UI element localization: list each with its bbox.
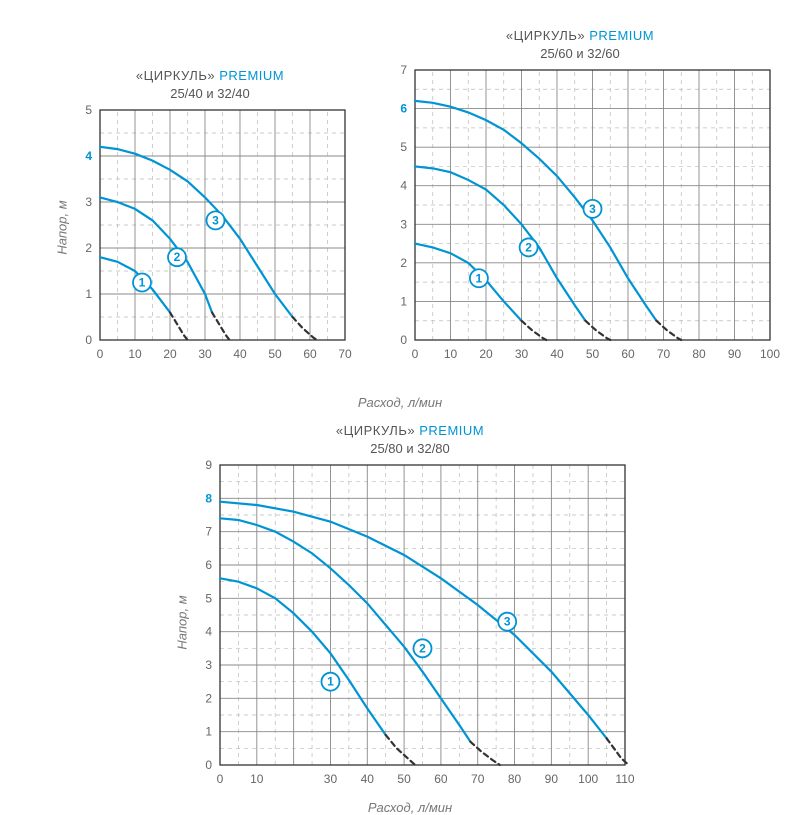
chart1-title: «ЦИРКУЛЬ» PREMIUM [65,68,355,83]
svg-text:0: 0 [205,758,212,772]
chart2-title-prefix: «ЦИРКУЛЬ» [506,28,585,43]
svg-text:0: 0 [400,333,407,347]
svg-text:60: 60 [434,772,448,786]
svg-text:8: 8 [205,491,212,505]
chart2-title-suffix: PREMIUM [589,28,654,43]
chart1-title-prefix: «ЦИРКУЛЬ» [136,68,215,83]
svg-text:10: 10 [128,347,142,361]
chart2-svg: 0 10 20 30 40 50 60 70 80 90 100 0 1 2 3 4 5 6 7 1 2 3 [380,30,780,370]
svg-text:40: 40 [361,772,375,786]
svg-text:3: 3 [589,202,596,216]
svg-text:60: 60 [303,347,317,361]
svg-text:30: 30 [515,347,529,361]
svg-text:1: 1 [205,725,212,739]
svg-text:6: 6 [205,558,212,572]
svg-text:1: 1 [327,675,334,689]
chart3-ylabel: Напор, м [175,595,190,649]
svg-text:6: 6 [400,102,407,116]
svg-text:5: 5 [205,591,212,605]
chart1-svg: 0 10 20 30 40 50 60 70 0 1 2 3 4 5 1 2 3 [65,70,355,370]
svg-text:90: 90 [728,347,742,361]
chart3-title-prefix: «ЦИРКУЛЬ» [336,423,415,438]
svg-text:20: 20 [479,347,493,361]
svg-text:1: 1 [139,276,146,290]
svg-text:10: 10 [250,772,264,786]
svg-text:1: 1 [476,271,483,285]
svg-text:110: 110 [615,772,634,786]
svg-text:30: 30 [324,772,338,786]
svg-text:9: 9 [205,458,212,472]
svg-text:40: 40 [550,347,564,361]
chart3-subtitle: 25/80 и 32/80 [185,441,635,456]
xlabel-top-row: Расход, л/мин [0,395,800,410]
chart-25-60: «ЦИРКУЛЬ» PREMIUM 25/60 и 32/60 01020304… [380,30,780,370]
chart-25-40: «ЦИРКУЛЬ» PREMIUM 25/40 и 32/40 Напор, м… [65,70,355,370]
svg-text:50: 50 [268,347,282,361]
chart3-title: «ЦИРКУЛЬ» PREMIUM [185,423,635,438]
svg-text:70: 70 [338,347,352,361]
svg-text:0: 0 [97,347,104,361]
chart1-title-suffix: PREMIUM [219,68,284,83]
svg-text:70: 70 [471,772,485,786]
svg-text:50: 50 [586,347,600,361]
svg-text:100: 100 [578,772,598,786]
chart1-ylabel: Напор, м [55,200,70,254]
chart2-title: «ЦИРКУЛЬ» PREMIUM [380,28,780,43]
svg-text:2: 2 [205,691,212,705]
svg-text:100: 100 [760,347,780,361]
svg-text:4: 4 [85,149,92,163]
svg-text:3: 3 [400,217,407,231]
svg-text:1: 1 [400,294,407,308]
svg-text:5: 5 [85,103,92,117]
svg-text:0: 0 [217,772,224,786]
svg-text:3: 3 [85,195,92,209]
svg-text:80: 80 [692,347,706,361]
chart1-subtitle: 25/40 и 32/40 [65,86,355,101]
chart2-subtitle: 25/60 и 32/60 [380,46,780,61]
svg-text:0: 0 [412,347,419,361]
chart-25-80: «ЦИРКУЛЬ» PREMIUM 25/80 и 32/80 Напор, м… [185,425,635,795]
svg-text:60: 60 [621,347,635,361]
svg-text:1: 1 [85,287,92,301]
svg-text:4: 4 [205,625,212,639]
svg-text:90: 90 [545,772,559,786]
svg-text:7: 7 [205,525,212,539]
svg-text:5: 5 [400,140,407,154]
svg-text:40: 40 [233,347,247,361]
svg-text:3: 3 [504,615,511,629]
chart3-title-suffix: PREMIUM [419,423,484,438]
svg-text:20: 20 [163,347,177,361]
svg-text:4: 4 [400,179,407,193]
svg-text:2: 2 [174,250,181,264]
svg-text:3: 3 [205,658,212,672]
svg-text:3: 3 [212,213,219,227]
svg-text:30: 30 [198,347,212,361]
chart3-svg: 0 10 30 40 50 60 70 80 90 100 110 0 1 2 3 4 5 6 7 8 9 1 2 3 [185,425,635,795]
svg-text:50: 50 [397,772,411,786]
svg-text:0: 0 [85,333,92,347]
svg-text:2: 2 [419,641,426,655]
chart3-xlabel: Расход, л/мин [185,800,635,815]
svg-text:2: 2 [400,256,407,270]
svg-text:2: 2 [85,241,92,255]
svg-text:10: 10 [444,347,458,361]
svg-text:70: 70 [657,347,671,361]
svg-text:2: 2 [525,240,532,254]
svg-text:80: 80 [508,772,522,786]
svg-text:7: 7 [400,63,407,77]
